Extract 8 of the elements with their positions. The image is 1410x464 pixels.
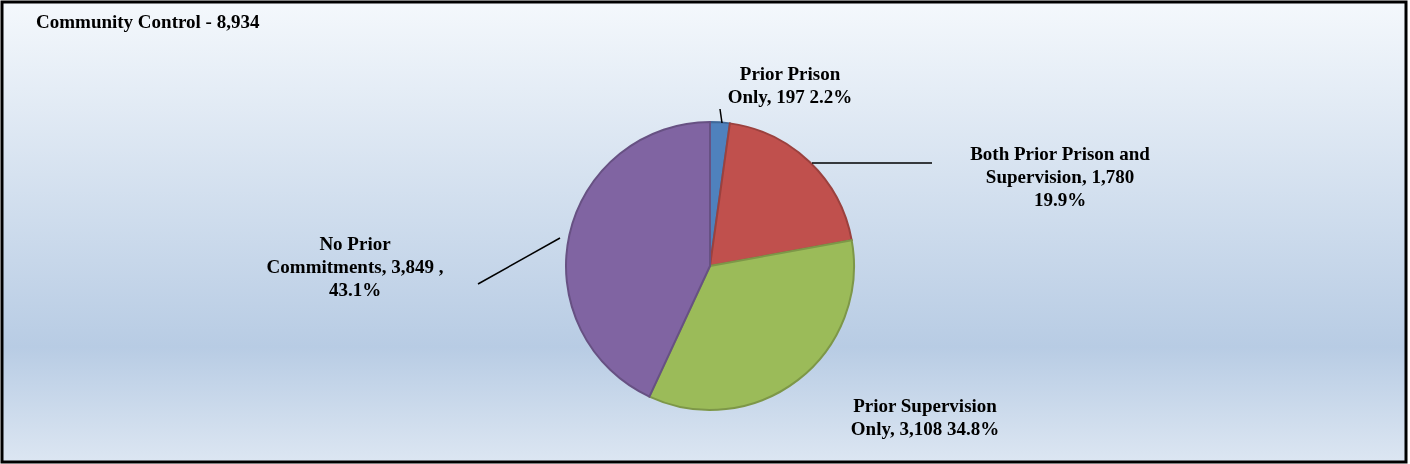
slice-label: Prior Supervision Only, 3,108 34.8% xyxy=(850,395,1000,439)
slice-label: Both Prior Prison and Supervision, 1,780 19.9% xyxy=(970,143,1151,210)
chart-title: Community Control - 8,934 xyxy=(36,11,260,32)
pie-slice xyxy=(565,121,711,398)
pie-slice xyxy=(648,239,855,411)
slice-label: Prior Prison Only, 197 2.2% xyxy=(727,63,853,107)
slice-label: No Prior Commitments, 3,849 , 43.1% xyxy=(266,233,444,300)
pie-slice xyxy=(709,122,853,267)
